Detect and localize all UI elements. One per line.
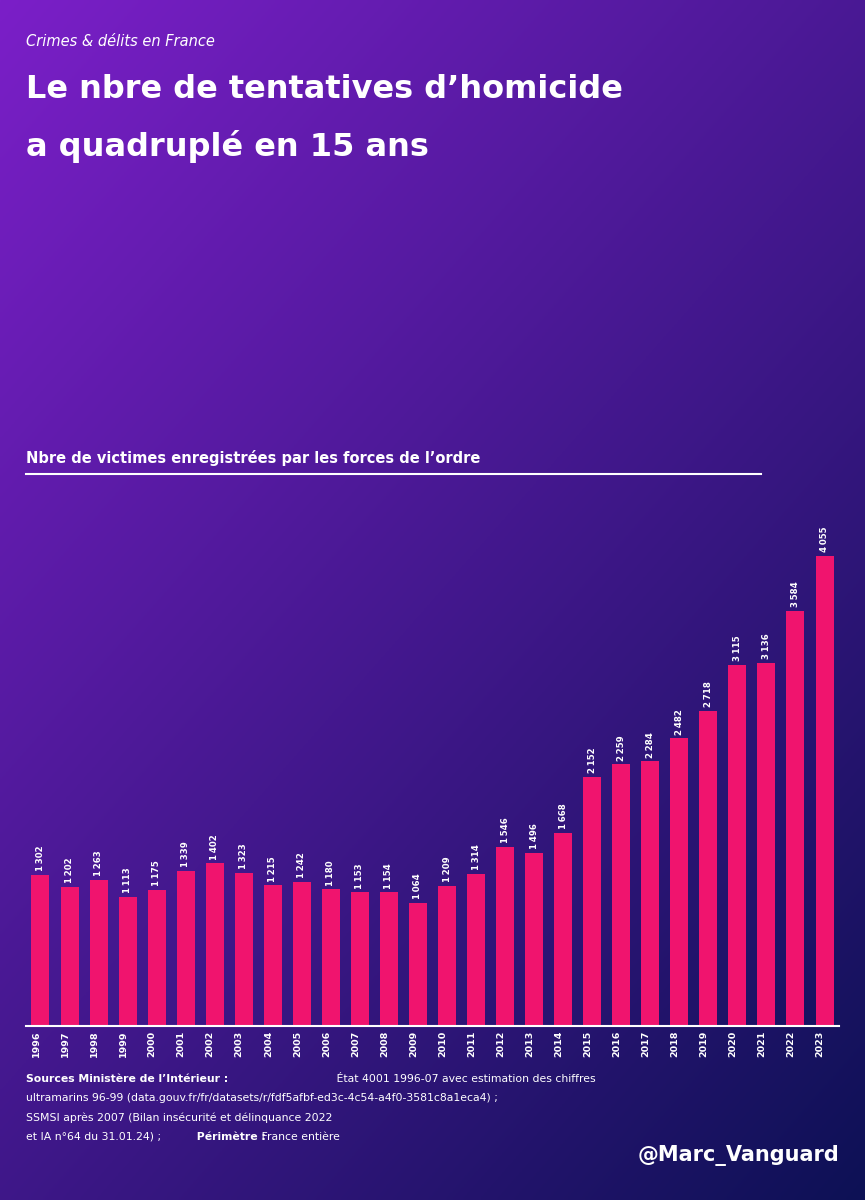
Text: @Marc_Vanguard: @Marc_Vanguard [638, 1145, 839, 1166]
Bar [583, 776, 601, 1026]
Text: et IA n°64 du 31.01.24) ;: et IA n°64 du 31.01.24) ; [26, 1132, 161, 1141]
Text: 2018: 2018 [670, 1031, 679, 1057]
Text: 2022: 2022 [786, 1031, 796, 1057]
Text: 2007: 2007 [351, 1031, 360, 1057]
Text: 2015: 2015 [583, 1031, 593, 1057]
Text: 2009: 2009 [409, 1031, 418, 1057]
Text: 2023: 2023 [816, 1031, 824, 1057]
Text: 2 259: 2 259 [617, 734, 625, 761]
Text: 2008: 2008 [380, 1031, 389, 1057]
Text: France entière: France entière [258, 1132, 340, 1141]
Text: 3 584: 3 584 [791, 581, 800, 607]
Text: 1997: 1997 [61, 1031, 69, 1057]
Text: 1 202: 1 202 [65, 858, 74, 883]
Text: 1 323: 1 323 [240, 844, 248, 869]
Bar [119, 896, 137, 1026]
Bar [380, 893, 398, 1026]
Bar [90, 880, 107, 1026]
Bar [525, 852, 543, 1026]
Text: 1 175: 1 175 [152, 860, 161, 887]
Text: 1 546: 1 546 [501, 817, 509, 844]
Text: État 4001 1996-07 avec estimation des chiffres: État 4001 1996-07 avec estimation des ch… [333, 1074, 596, 1084]
Bar [728, 665, 746, 1026]
Text: 2003: 2003 [234, 1031, 244, 1057]
Bar [438, 886, 456, 1026]
Text: 2000: 2000 [148, 1031, 157, 1057]
Text: 2016: 2016 [612, 1031, 621, 1057]
Text: 1 209: 1 209 [443, 857, 452, 882]
Text: 1 668: 1 668 [559, 803, 567, 829]
Bar [700, 710, 717, 1026]
Bar [758, 662, 775, 1026]
Bar [554, 833, 572, 1026]
Text: 1 242: 1 242 [298, 852, 306, 878]
Bar [31, 875, 49, 1026]
Text: 1 314: 1 314 [471, 845, 481, 870]
Text: SSMSI après 2007 (Bilan insécurité et délinquance 2022: SSMSI après 2007 (Bilan insécurité et dé… [26, 1112, 332, 1123]
Bar [497, 847, 514, 1026]
Text: 3 136: 3 136 [762, 634, 771, 659]
Text: 2019: 2019 [700, 1031, 708, 1057]
Text: 2013: 2013 [525, 1031, 535, 1057]
Bar [467, 874, 485, 1026]
Text: 1 215: 1 215 [268, 856, 278, 882]
Text: Le nbre de tentatives d’homicide: Le nbre de tentatives d’homicide [26, 74, 623, 106]
Text: a quadruplé en 15 ans: a quadruplé en 15 ans [26, 130, 429, 163]
Bar [641, 761, 659, 1026]
Text: 2021: 2021 [758, 1031, 766, 1057]
Text: Périmètre :: Périmètre : [193, 1132, 266, 1141]
Text: 2017: 2017 [641, 1031, 650, 1057]
Text: 2 152: 2 152 [587, 748, 597, 773]
Text: 4 055: 4 055 [820, 527, 829, 552]
Text: 1996: 1996 [31, 1031, 41, 1057]
Text: 1 153: 1 153 [356, 863, 364, 889]
Text: 2 718: 2 718 [704, 682, 713, 707]
Bar [816, 556, 834, 1026]
Text: 2012: 2012 [497, 1031, 505, 1057]
Text: 1 402: 1 402 [210, 834, 219, 860]
Bar [612, 764, 631, 1026]
Text: 2006: 2006 [322, 1031, 330, 1057]
Text: 2014: 2014 [554, 1031, 563, 1057]
Text: 2001: 2001 [176, 1031, 186, 1057]
Text: 2020: 2020 [728, 1031, 737, 1057]
Text: 2 284: 2 284 [646, 732, 655, 757]
Text: 1 180: 1 180 [326, 860, 336, 886]
Bar [148, 890, 165, 1026]
Text: 1 302: 1 302 [36, 846, 45, 871]
Text: Crimes & délits en France: Crimes & délits en France [26, 35, 215, 49]
Text: 1 064: 1 064 [413, 874, 422, 899]
Text: 2011: 2011 [467, 1031, 476, 1057]
Text: Nbre de victimes enregistrées par les forces de l’ordre: Nbre de victimes enregistrées par les fo… [26, 450, 480, 467]
Text: 1 154: 1 154 [384, 863, 394, 889]
Text: 2 482: 2 482 [675, 709, 684, 734]
Bar [409, 902, 427, 1026]
Bar [61, 887, 79, 1026]
Text: 1 263: 1 263 [94, 851, 103, 876]
Bar [206, 864, 224, 1026]
Bar [351, 893, 368, 1026]
Text: 2010: 2010 [438, 1031, 447, 1057]
Bar [176, 871, 195, 1026]
Text: 2004: 2004 [264, 1031, 272, 1057]
Bar [293, 882, 311, 1026]
Text: Sources Ministère de l’Intérieur :: Sources Ministère de l’Intérieur : [26, 1074, 228, 1084]
Text: 2002: 2002 [206, 1031, 215, 1057]
Text: 2005: 2005 [293, 1031, 302, 1057]
Text: 3 115: 3 115 [733, 636, 742, 661]
Text: 1998: 1998 [90, 1031, 99, 1057]
Text: ultramarins 96-99 (data.gouv.fr/fr/datasets/r/fdf5afbf-ed3c-4c54-a4f0-3581c8a1ec: ultramarins 96-99 (data.gouv.fr/fr/datas… [26, 1093, 498, 1103]
Bar [786, 611, 804, 1026]
Bar [234, 872, 253, 1026]
Text: 1 496: 1 496 [529, 823, 539, 850]
Text: 1999: 1999 [119, 1031, 128, 1057]
Text: 1 339: 1 339 [181, 841, 190, 868]
Text: 1 113: 1 113 [123, 868, 132, 893]
Bar [264, 886, 282, 1026]
Bar [670, 738, 689, 1026]
Bar [322, 889, 340, 1026]
